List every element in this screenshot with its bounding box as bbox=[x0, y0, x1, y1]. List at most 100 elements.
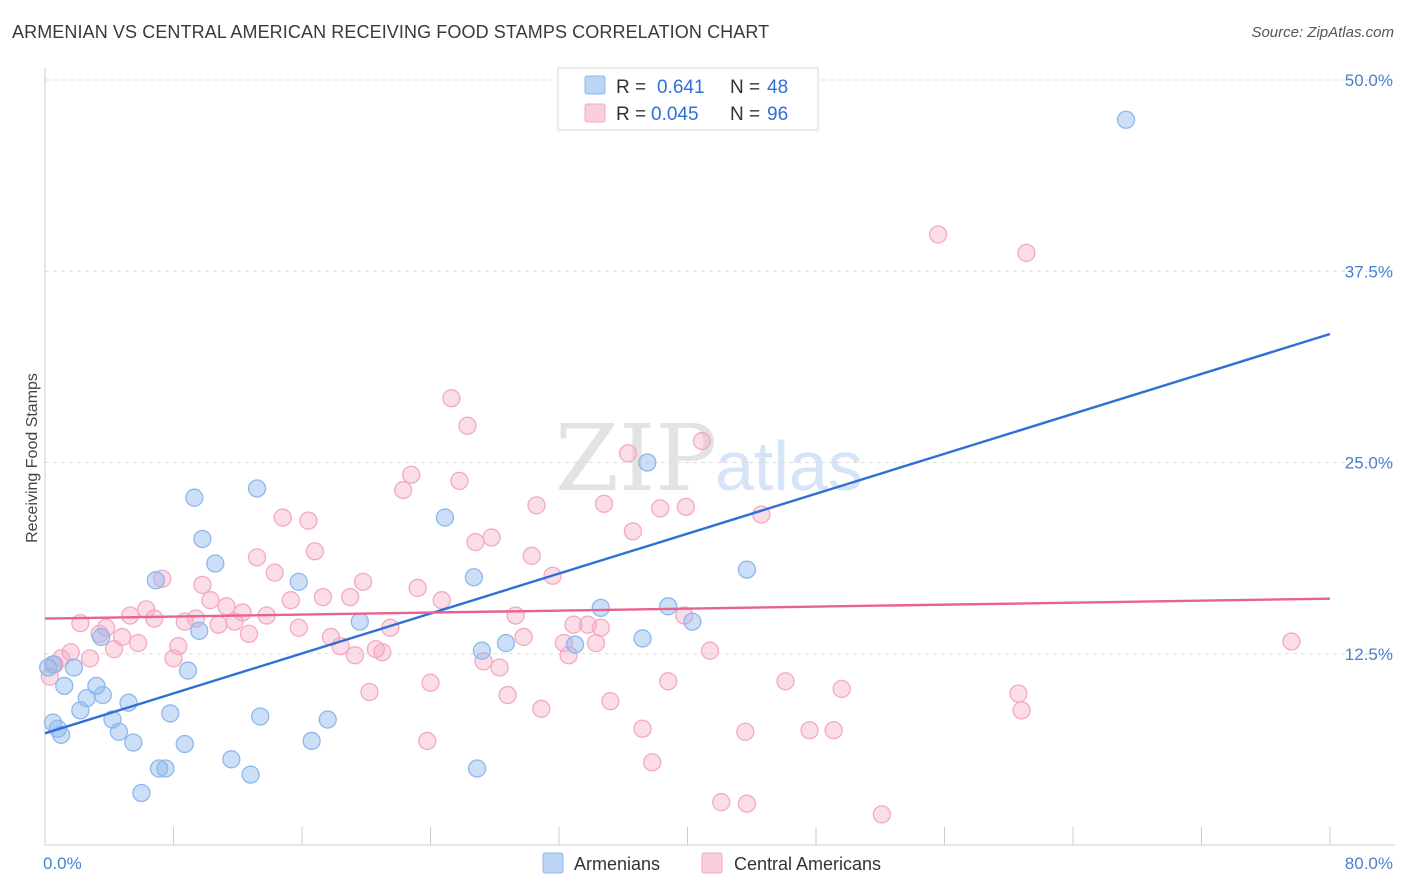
central-americans-point-20 bbox=[201, 591, 220, 610]
armenians-point-25 bbox=[247, 479, 267, 498]
armenians-point-13 bbox=[132, 783, 151, 803]
central-americans-points bbox=[40, 225, 1301, 824]
central-americans-point-40 bbox=[360, 682, 379, 702]
central-americans-point-11 bbox=[129, 633, 148, 653]
central-americans-swatch bbox=[584, 103, 606, 123]
legend-central-americans-swatch bbox=[701, 852, 723, 874]
gridlines bbox=[45, 79, 1395, 655]
armenians-point-15 bbox=[149, 759, 169, 778]
armenians-point-39 bbox=[633, 629, 652, 648]
central-americans-point-93 bbox=[1012, 701, 1031, 720]
armenians-points bbox=[39, 110, 1136, 803]
armenians-point-47 bbox=[43, 655, 63, 674]
central-americans-point-52 bbox=[458, 416, 477, 435]
armenians-point-24 bbox=[222, 750, 241, 769]
central-americans-point-55 bbox=[482, 528, 501, 547]
central-americans-point-70 bbox=[594, 494, 614, 513]
central-americans-point-22 bbox=[217, 597, 236, 616]
armenians-point-44 bbox=[1116, 110, 1136, 129]
chart-title: ARMENIAN VS CENTRAL AMERICAN RECEIVING F… bbox=[12, 22, 770, 42]
y-axis-label: Receiving Food Stamps bbox=[24, 373, 41, 543]
armenians-trend-line bbox=[44, 332, 1331, 735]
legend-r-label-2: R = bbox=[616, 104, 646, 125]
central-americans-point-88 bbox=[824, 721, 843, 740]
legend-r-value-2: 0.045 bbox=[651, 104, 699, 125]
central-americans-point-79 bbox=[676, 497, 696, 517]
watermark-atlas: atlas bbox=[715, 427, 863, 505]
central-americans-point-87 bbox=[800, 721, 819, 740]
armenians-point-27 bbox=[241, 765, 260, 784]
central-americans-point-5 bbox=[80, 649, 100, 668]
central-americans-point-71 bbox=[601, 692, 620, 711]
central-americans-point-13 bbox=[145, 609, 164, 628]
armenians-point-40 bbox=[638, 453, 657, 472]
armenians-point-41 bbox=[659, 597, 678, 616]
legend-armenians-swatch bbox=[542, 852, 564, 874]
armenians-point-31 bbox=[350, 612, 369, 631]
armenians-swatch bbox=[584, 75, 606, 95]
armenians-point-12 bbox=[124, 733, 143, 752]
central-americans-point-46 bbox=[408, 578, 427, 598]
central-americans-point-62 bbox=[532, 699, 551, 718]
legend-r-label-1: R = bbox=[616, 77, 646, 98]
y-tick-label-0: 12.5% bbox=[1345, 645, 1393, 664]
armenians-point-42 bbox=[683, 612, 702, 631]
armenians-point-18 bbox=[175, 734, 194, 754]
armenians-point-36 bbox=[496, 633, 516, 653]
armenians-point-37 bbox=[565, 635, 585, 654]
central-americans-point-34 bbox=[313, 587, 333, 607]
y-tick-label-1: 25.0% bbox=[1345, 454, 1393, 473]
armenians-point-7 bbox=[87, 676, 106, 696]
source-credit: Source: ZipAtlas.com bbox=[1251, 24, 1394, 41]
armenians-point-21 bbox=[190, 621, 209, 640]
central-americans-point-48 bbox=[421, 673, 440, 692]
central-americans-point-19 bbox=[193, 575, 212, 595]
axes bbox=[44, 68, 1395, 846]
y-tick-label-2: 37.5% bbox=[1345, 262, 1393, 281]
armenians-point-33 bbox=[464, 568, 484, 587]
legend-r-value-1: 0.641 bbox=[657, 77, 705, 98]
y-tick-label-3: 50.0% bbox=[1345, 71, 1393, 90]
central-americans-point-66 bbox=[564, 615, 583, 634]
central-americans-point-16 bbox=[169, 636, 188, 656]
central-americans-point-53 bbox=[466, 532, 485, 552]
central-americans-point-26 bbox=[247, 548, 267, 567]
central-americans-point-25 bbox=[239, 624, 259, 644]
central-americans-point-73 bbox=[623, 522, 643, 541]
watermark-zip: ZIP bbox=[555, 405, 717, 512]
armenians-point-22 bbox=[193, 529, 212, 549]
armenians-point-32 bbox=[435, 508, 455, 527]
central-americans-point-33 bbox=[305, 542, 325, 561]
central-americans-point-72 bbox=[618, 444, 638, 463]
central-americans-point-49 bbox=[432, 591, 451, 610]
central-americans-point-50 bbox=[442, 389, 461, 408]
central-americans-point-83 bbox=[736, 722, 755, 741]
legend-n-value-2: 96 bbox=[767, 104, 788, 125]
armenians-point-34 bbox=[467, 759, 487, 778]
legend-n-label-2: N = bbox=[730, 104, 760, 125]
central-americans-point-59 bbox=[514, 627, 533, 647]
tick-labels: 12.5% 25.0% 37.5% 50.0% 0.0% 80.0% bbox=[43, 71, 1393, 873]
watermark: ZIP atlas bbox=[555, 405, 863, 512]
armenians-point-14 bbox=[146, 571, 165, 590]
central-americans-point-3 bbox=[61, 643, 80, 662]
central-americans-trend-line bbox=[44, 597, 1331, 620]
armenians-point-8 bbox=[93, 685, 112, 705]
armenians-point-20 bbox=[185, 488, 204, 507]
central-americans-point-84 bbox=[737, 794, 757, 813]
central-americans-point-65 bbox=[559, 646, 578, 665]
armenians-point-4 bbox=[64, 658, 84, 677]
armenians-point-38 bbox=[591, 598, 610, 617]
central-americans-point-68 bbox=[586, 633, 606, 653]
central-americans-point-58 bbox=[506, 606, 525, 625]
armenians-point-26 bbox=[251, 707, 270, 726]
x-tick-label-1: 80.0% bbox=[1345, 854, 1393, 873]
central-americans-point-24 bbox=[233, 603, 252, 622]
central-americans-point-28 bbox=[265, 563, 284, 582]
armenians-point-28 bbox=[289, 572, 308, 591]
central-americans-point-95 bbox=[1282, 632, 1301, 651]
central-americans-point-86 bbox=[776, 672, 795, 691]
armenians-point-17 bbox=[161, 704, 180, 723]
legend-central-americans-label: Central Americans bbox=[734, 854, 881, 874]
